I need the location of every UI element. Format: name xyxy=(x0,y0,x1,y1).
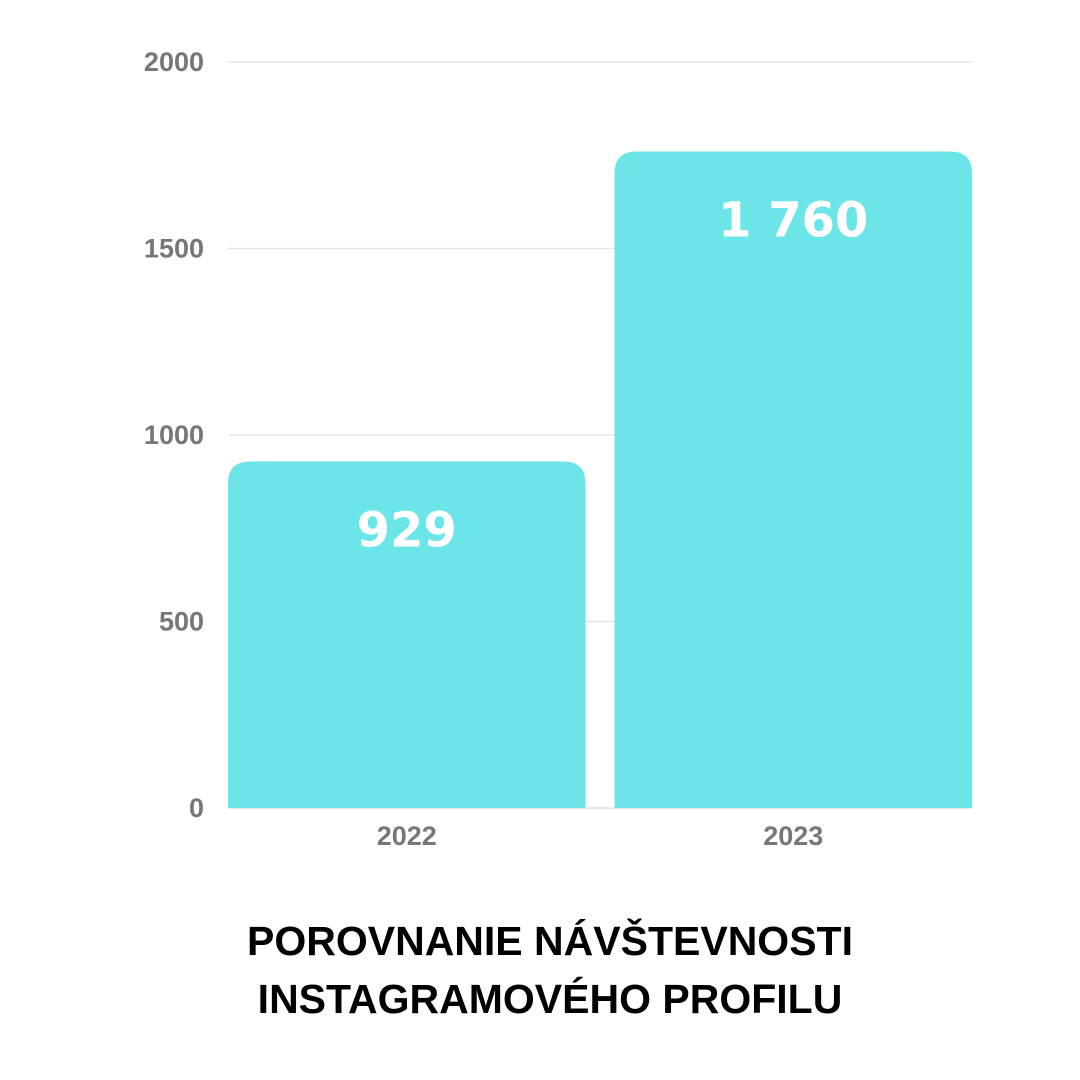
bar-chart: 0 500 1000 1500 2000 2022 2023 929 1 760 xyxy=(144,47,972,851)
x-tick-label-2022: 2022 xyxy=(377,821,437,851)
value-labels: 929 1 760 xyxy=(357,193,869,559)
bar-2022 xyxy=(228,461,586,808)
value-label-2022: 929 xyxy=(357,502,457,558)
x-axis: 2022 2023 xyxy=(377,821,824,851)
y-axis: 0 500 1000 1500 2000 xyxy=(144,47,204,823)
y-tick-label-1000: 1000 xyxy=(144,420,204,450)
bars xyxy=(228,151,972,808)
bar-2023 xyxy=(614,151,972,808)
chart-title-line-1: POROVNANIE NÁVŠTEVNOSTI xyxy=(247,918,853,964)
chart-title: POROVNANIE NÁVŠTEVNOSTI INSTAGRAMOVÉHO P… xyxy=(0,912,1080,1028)
y-tick-label-1500: 1500 xyxy=(144,234,204,264)
chart-title-line-2: INSTAGRAMOVÉHO PROFILU xyxy=(257,976,843,1022)
y-tick-label-500: 500 xyxy=(159,607,204,637)
y-tick-label-2000: 2000 xyxy=(144,47,204,77)
y-tick-label-0: 0 xyxy=(189,793,204,823)
value-label-2023: 1 760 xyxy=(718,193,868,249)
x-tick-label-2023: 2023 xyxy=(763,821,823,851)
